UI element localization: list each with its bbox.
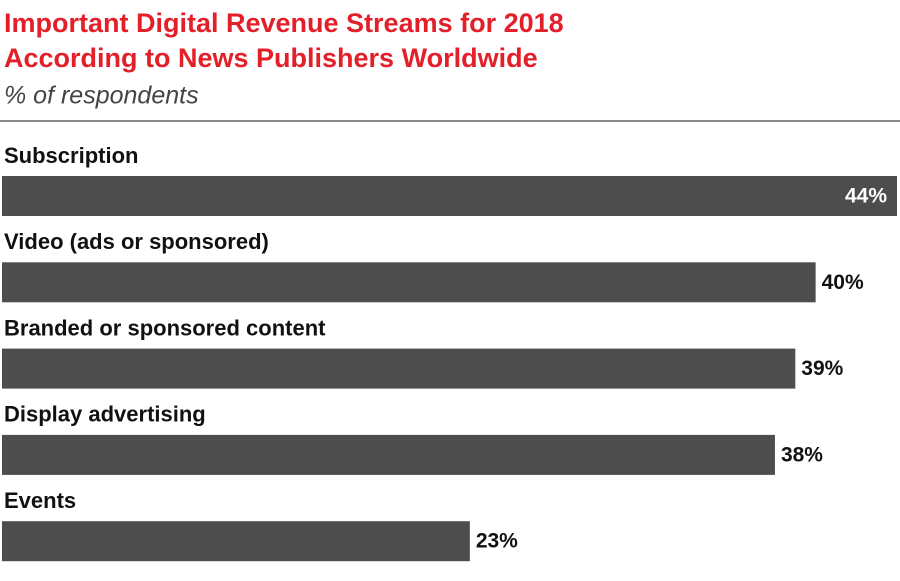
value-label: 38% [781,443,823,466]
bar [2,521,470,562]
category-label: Subscription [4,143,138,168]
chart-title: According to News Publishers Worldwide [4,43,538,73]
category-label: Video (ads or sponsored) [4,229,269,254]
category-label: Branded or sponsored content [4,315,326,340]
chart-subtitle: % of respondents [4,82,199,110]
bar [2,176,897,216]
value-label: 44% [845,185,887,208]
bar [2,262,816,303]
category-label: Display advertising [4,402,206,427]
category-label: Events [4,488,76,513]
value-label: 40% [822,271,864,294]
value-label: 39% [801,357,843,380]
value-label: 23% [476,530,518,553]
bar [2,434,775,475]
chart-title: Important Digital Revenue Streams for 20… [4,8,564,38]
bar [2,348,796,389]
